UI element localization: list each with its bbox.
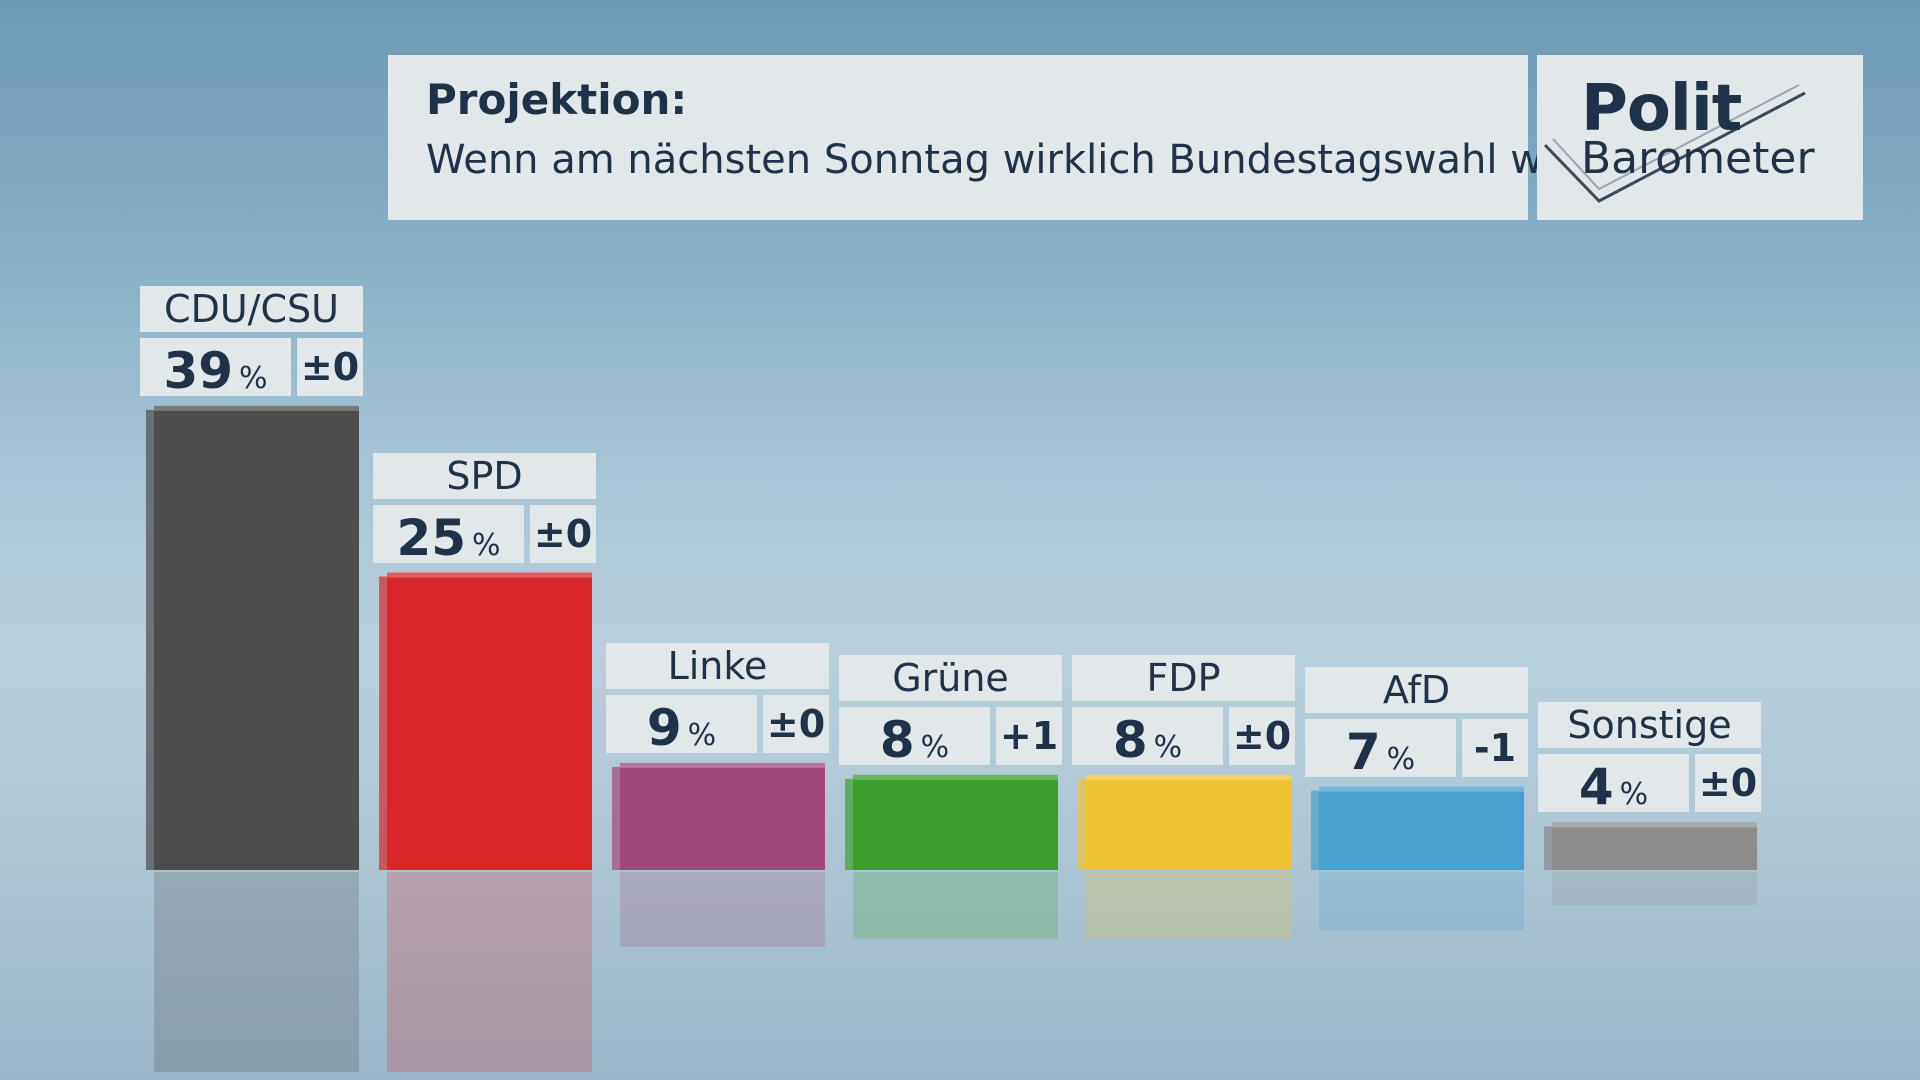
value-unit-gr-ne: % [920,729,950,765]
bar-reflection-gr-ne [853,872,1058,939]
bar-top-edge-gr-ne [853,774,1058,780]
bar-sonstige [1552,822,1757,870]
data-label-fdp: 8% [1072,706,1223,769]
category-label-fdp: FDP [1072,654,1295,701]
value-unit-fdp: % [1153,729,1183,765]
data-label-gr-ne: 8% [839,706,990,769]
header-box: Projektion: Wenn am nächsten Sonntag wir… [388,55,1659,220]
bar-top-edge-linke [620,762,825,768]
logo-word-barometer: Barometer [1581,133,1815,184]
value-number-linke: 9 [646,698,682,757]
bar-side-gr-ne [845,778,853,870]
value-unit-spd: % [472,527,501,563]
value-number-fdp: 8 [1112,710,1148,769]
category-label-gr-ne: Grüne [839,654,1062,701]
value-number-cdu-csu: 39 [163,341,234,400]
data-label-sonstige: 4% [1538,754,1689,816]
bar-reflection-fdp [1086,872,1291,939]
change-label-gr-ne: +1 [996,706,1062,765]
bar-reflection-spd [387,872,592,1072]
bar-reflection-linke [620,872,825,947]
change-label-spd: ±0 [530,504,596,563]
politbarometer-logo: Polit Barometer [1537,55,1863,220]
bar-spd [387,572,592,870]
change-label-cdu-csu: ±0 [297,337,363,396]
chart-subtitle: Wenn am nächsten Sonntag wirklich Bundes… [426,136,1659,183]
bar-afd [1319,786,1524,870]
bar-cdu-csu [154,405,359,870]
category-label-afd: AfD [1305,666,1528,713]
bar-fdp [1086,774,1291,870]
chart-title: Projektion: [426,75,688,124]
bar-side-cdu-csu [146,409,154,870]
value-number-sonstige: 4 [1578,758,1614,817]
bar-gr-ne [853,774,1058,870]
value-unit-cdu-csu: % [239,360,268,396]
bar-side-fdp [1078,778,1086,870]
bar-side-sonstige [1544,826,1552,870]
data-label-cdu-csu: 39% [140,337,291,400]
bar-reflection-cdu-csu [154,872,359,1072]
value-unit-sonstige: % [1619,777,1649,813]
checkmark-icon [1543,84,1806,203]
change-label-sonstige: ±0 [1695,754,1761,813]
bar-reflection-afd [1319,872,1524,931]
value-number-gr-ne: 8 [879,710,915,769]
bar-side-linke [612,766,620,870]
data-label-afd: 7% [1305,718,1456,781]
category-label-spd: SPD [373,452,596,499]
value-number-afd: 7 [1345,722,1381,781]
bar-reflection-sonstige [1552,872,1757,906]
change-label-fdp: ±0 [1229,706,1295,765]
bar-top-edge-spd [387,572,592,578]
bar-linke [620,762,825,870]
bar-side-afd [1311,790,1319,870]
bar-top-edge-sonstige [1552,822,1757,828]
data-label-spd: 25% [373,504,524,567]
category-label-sonstige: Sonstige [1538,702,1761,749]
bar-top-edge-fdp [1086,774,1291,780]
bar-top-edge-cdu-csu [154,405,359,411]
value-number-spd: 25 [396,508,467,567]
change-label-linke: ±0 [763,694,829,753]
logo-word-polit: Polit [1581,72,1742,146]
value-unit-linke: % [687,717,717,753]
value-unit-afd: % [1386,741,1416,777]
bar-side-spd [379,576,387,870]
change-label-afd: -1 [1462,718,1528,777]
category-label-cdu-csu: CDU/CSU [140,285,363,332]
category-label-linke: Linke [606,642,829,689]
bar-top-edge-afd [1319,786,1524,792]
data-label-linke: 9% [606,694,757,757]
